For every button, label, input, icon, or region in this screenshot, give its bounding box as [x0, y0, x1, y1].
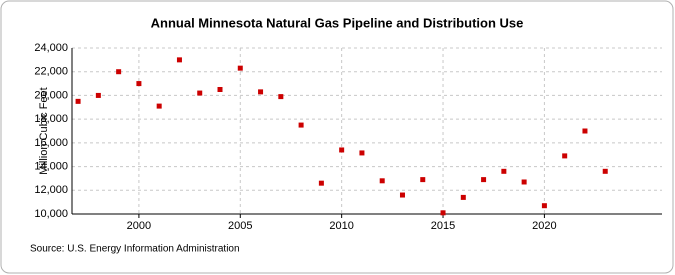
point — [258, 89, 264, 95]
point — [298, 122, 304, 128]
y-tick-label: 18,000 — [34, 113, 68, 125]
x-tick-label: 2010 — [329, 220, 353, 232]
point — [481, 177, 487, 183]
y-axis-label: Million Cubic Feet — [38, 87, 50, 174]
x-tick-label: 2020 — [532, 220, 556, 232]
point — [95, 92, 101, 98]
y-tick-label: 20,000 — [34, 89, 68, 101]
point — [318, 180, 324, 186]
x-tick-label: 2015 — [431, 220, 455, 232]
point — [379, 178, 385, 184]
point — [420, 177, 426, 183]
y-tick-label: 24,000 — [34, 42, 68, 54]
point — [237, 65, 243, 71]
point — [562, 153, 568, 159]
point — [217, 87, 223, 92]
point — [460, 194, 466, 200]
point — [136, 81, 142, 87]
point — [116, 69, 122, 75]
y-tick-label: 22,000 — [34, 66, 68, 78]
y-tick-label: 16,000 — [34, 137, 68, 149]
point — [541, 203, 547, 209]
point — [440, 210, 446, 216]
y-tick-label: 14,000 — [34, 160, 68, 172]
point — [399, 192, 405, 198]
point — [278, 94, 284, 100]
point — [501, 168, 507, 174]
point — [197, 90, 203, 96]
point — [176, 57, 182, 63]
point — [602, 168, 608, 174]
point — [156, 103, 162, 109]
chart-title: Annual Minnesota Natural Gas Pipeline an… — [151, 15, 524, 30]
point — [521, 179, 527, 185]
x-tick-label: 2000 — [127, 220, 151, 232]
point — [359, 150, 365, 156]
y-tick-label: 10,000 — [34, 208, 68, 220]
x-tick-label: 2005 — [228, 220, 252, 232]
point — [339, 147, 345, 153]
y-tick-label: 12,000 — [34, 184, 68, 196]
point — [582, 128, 588, 134]
point — [75, 98, 81, 104]
source-note: Source: U.S. Energy Information Administ… — [30, 244, 240, 255]
